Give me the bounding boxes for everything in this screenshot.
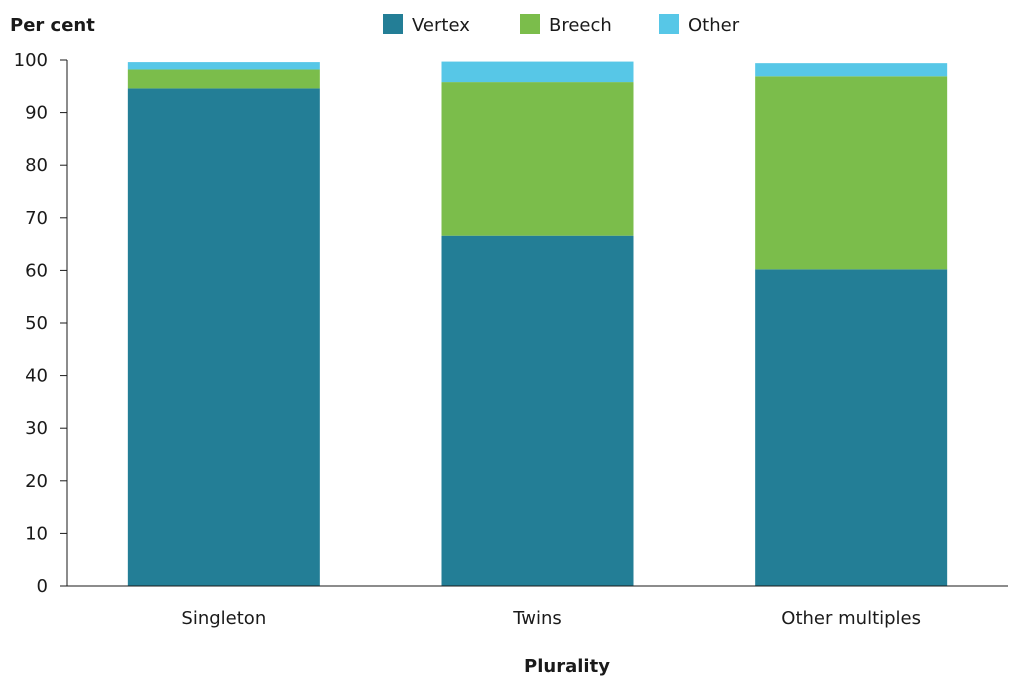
x-axis-title: Plurality <box>524 656 610 677</box>
legend-swatch-breech <box>520 14 540 34</box>
bar-vertex-twins <box>441 235 634 586</box>
y-tick-label: 90 <box>25 103 48 124</box>
bar-vertex-other-multiples <box>755 269 948 586</box>
bar-vertex-singleton <box>127 88 320 587</box>
y-tick-label: 60 <box>25 260 48 281</box>
x-category-label: Singleton <box>181 608 266 629</box>
y-tick-label: 20 <box>25 471 48 492</box>
bar-other-singleton <box>127 62 320 70</box>
legend-swatch-other <box>659 14 679 34</box>
y-tick-label: 70 <box>25 208 48 229</box>
legend-label-vertex: Vertex <box>412 15 470 36</box>
legend: Vertex Breech Other <box>383 14 740 36</box>
x-category-label: Other multiples <box>781 608 921 629</box>
y-tick-label: 30 <box>25 418 48 439</box>
y-tick-label: 40 <box>25 366 48 387</box>
legend-swatch-vertex <box>383 14 403 34</box>
x-axis-labels: Singleton Twins Other multiples <box>181 608 921 629</box>
y-tick-label: 10 <box>25 523 48 544</box>
bar-breech-other-multiples <box>755 76 948 270</box>
bar-other-other-multiples <box>755 63 948 77</box>
y-axis-ticks: 0 10 20 30 40 50 60 70 80 90 100 <box>14 50 67 597</box>
bar-other-twins <box>441 61 634 83</box>
legend-label-breech: Breech <box>549 15 612 36</box>
bar-breech-twins <box>441 82 634 236</box>
legend-label-other: Other <box>688 15 740 36</box>
y-tick-label: 80 <box>25 155 48 176</box>
bar-breech-singleton <box>127 69 320 89</box>
x-category-label: Twins <box>512 608 562 629</box>
y-axis-title: Per cent <box>10 15 95 36</box>
y-tick-label: 0 <box>37 576 48 597</box>
y-tick-label: 100 <box>14 50 48 71</box>
bars <box>127 61 948 587</box>
y-tick-label: 50 <box>25 313 48 334</box>
